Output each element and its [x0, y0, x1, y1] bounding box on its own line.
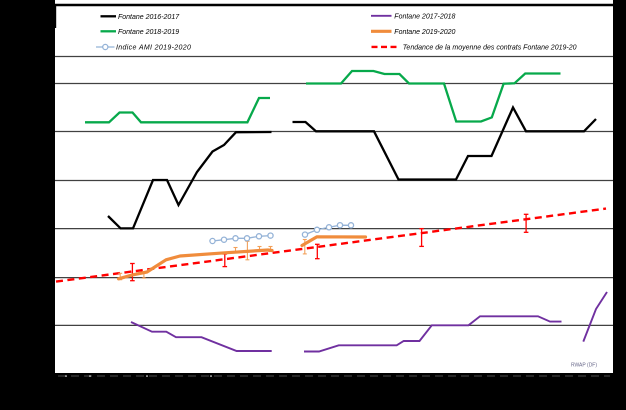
svg-text:Indice AMI 2019-2020: Indice AMI 2019-2020 [116, 45, 191, 52]
svg-text:Fontane 2016-2017: Fontane 2016-2017 [118, 14, 180, 21]
svg-text:Fontane 2017-2018: Fontane 2017-2018 [394, 14, 455, 21]
svg-text:Tendance de la moyenne des con: Tendance de la moyenne des contrats Font… [403, 44, 577, 51]
svg-text:RWAP (DF): RWAP (DF) [571, 363, 597, 369]
svg-text:Fontane 2019-2020: Fontane 2019-2020 [394, 29, 455, 36]
svg-text:Fontane 2018-2019: Fontane 2018-2019 [118, 29, 179, 36]
